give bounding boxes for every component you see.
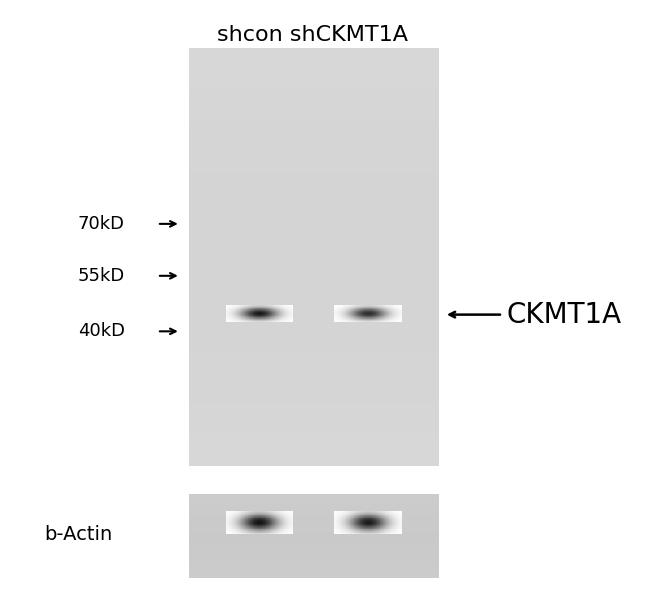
Bar	[189, 507, 439, 511]
Bar	[189, 536, 439, 540]
Bar	[189, 403, 439, 413]
Bar	[189, 184, 439, 194]
Bar	[189, 309, 439, 319]
Bar	[189, 361, 439, 371]
Bar	[189, 257, 439, 267]
Bar	[189, 330, 439, 340]
Bar	[189, 494, 439, 498]
Bar	[189, 319, 439, 330]
Bar	[189, 515, 439, 519]
Bar	[189, 435, 439, 445]
Text: 70kD: 70kD	[78, 215, 125, 233]
Bar	[189, 498, 439, 503]
Bar	[189, 69, 439, 79]
Bar	[189, 570, 439, 574]
Bar	[189, 371, 439, 382]
Bar	[189, 424, 439, 435]
Bar	[189, 205, 439, 215]
Bar	[189, 121, 439, 131]
Bar	[189, 350, 439, 361]
Bar	[189, 90, 439, 100]
Bar	[189, 48, 439, 58]
Bar	[189, 532, 439, 536]
Bar	[189, 267, 439, 278]
Bar	[189, 236, 439, 247]
Bar	[189, 152, 439, 162]
Bar	[189, 100, 439, 110]
Bar	[189, 565, 439, 570]
Bar	[189, 110, 439, 121]
Bar	[189, 215, 439, 226]
Bar	[189, 503, 439, 507]
Text: 40kD: 40kD	[78, 322, 125, 340]
Bar	[189, 574, 439, 578]
Bar	[189, 524, 439, 528]
Text: b-Actin: b-Actin	[44, 525, 112, 544]
Bar	[189, 393, 439, 403]
Bar	[189, 413, 439, 424]
Bar	[189, 553, 439, 557]
Bar	[189, 58, 439, 69]
Bar	[189, 247, 439, 257]
Bar	[189, 278, 439, 288]
Bar	[189, 540, 439, 544]
Bar	[189, 298, 439, 309]
Bar	[189, 162, 439, 173]
Bar	[189, 549, 439, 553]
Bar	[189, 445, 439, 455]
Text: shcon shCKMT1A: shcon shCKMT1A	[217, 24, 408, 45]
Bar	[189, 194, 439, 204]
Bar	[189, 561, 439, 565]
Bar	[189, 455, 439, 466]
Bar	[189, 382, 439, 393]
Bar	[189, 557, 439, 561]
Bar	[189, 511, 439, 515]
Text: CKMT1A: CKMT1A	[506, 301, 621, 328]
Bar	[189, 544, 439, 549]
Bar	[189, 142, 439, 152]
Bar	[189, 131, 439, 142]
Bar	[189, 288, 439, 298]
Bar	[189, 340, 439, 351]
Bar	[189, 79, 439, 90]
Bar	[189, 519, 439, 524]
Text: 55kD: 55kD	[78, 267, 125, 285]
Bar	[189, 173, 439, 184]
Bar	[189, 528, 439, 532]
Bar	[189, 226, 439, 236]
